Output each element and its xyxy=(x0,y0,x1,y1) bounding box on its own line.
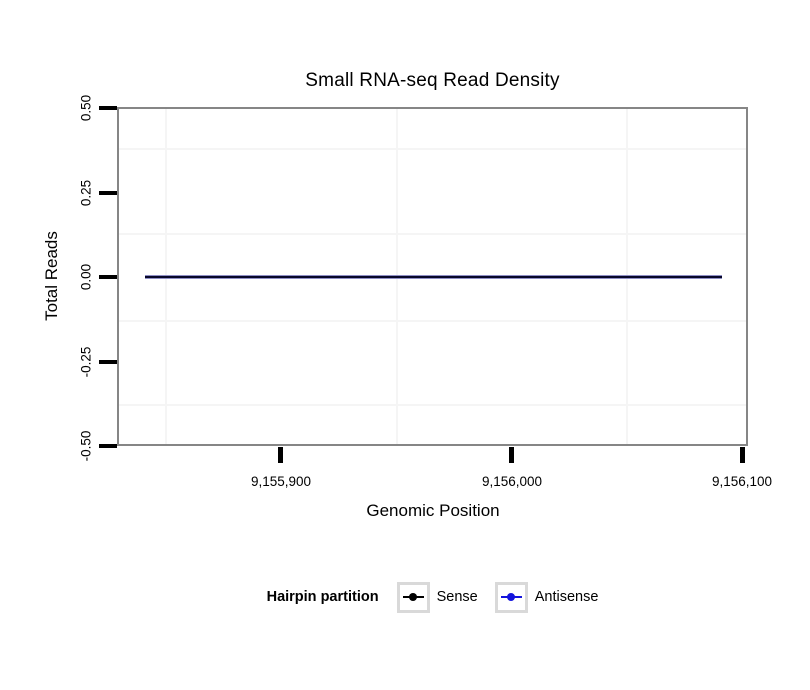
data-line-sense-antisense xyxy=(145,275,722,279)
y-tick--0.50 xyxy=(99,444,117,448)
legend-key-antisense xyxy=(494,581,528,613)
y-tick-label: 0.25 xyxy=(78,179,94,207)
y-tick-label: 0.00 xyxy=(78,263,94,291)
legend-item-antisense: Antisense xyxy=(494,581,599,613)
y-tick-label: -0.50 xyxy=(78,430,94,462)
x-tick-9156100 xyxy=(740,447,745,463)
gridline-horizontal-minor xyxy=(119,320,746,322)
y-tick-0.00 xyxy=(99,275,117,279)
x-tick-label: 9,156,100 xyxy=(711,474,773,489)
y-tick-0.25 xyxy=(99,191,117,195)
gridline-horizontal-minor xyxy=(119,148,746,150)
sense-point-icon xyxy=(409,592,418,601)
gridline-horizontal-minor xyxy=(119,233,746,235)
legend-key-sense xyxy=(396,581,430,613)
antisense-point-icon xyxy=(507,592,516,601)
legend: Hairpin partition Sense Antisense xyxy=(117,579,748,615)
x-tick-9156000 xyxy=(509,447,514,463)
y-axis-title: Total Reads xyxy=(42,231,61,321)
legend-item-sense: Sense xyxy=(396,581,478,613)
x-tick-label: 9,155,900 xyxy=(250,474,312,489)
y-tick-label: 0.50 xyxy=(78,94,94,122)
gridline-horizontal-minor xyxy=(119,404,746,406)
x-tick-label: 9,156,000 xyxy=(481,474,543,489)
y-tick-label: -0.25 xyxy=(78,346,94,378)
legend-title: Hairpin partition xyxy=(266,589,379,605)
x-axis-title: Genomic Position xyxy=(366,501,500,520)
x-tick-9155900 xyxy=(278,447,283,463)
legend-label-antisense: Antisense xyxy=(534,589,599,605)
plot-panel xyxy=(117,107,748,446)
y-tick-0.50 xyxy=(99,106,117,110)
chart-title: Small RNA-seq Read Density xyxy=(305,70,560,91)
legend-label-sense: Sense xyxy=(436,589,478,605)
y-tick--0.25 xyxy=(99,360,117,364)
